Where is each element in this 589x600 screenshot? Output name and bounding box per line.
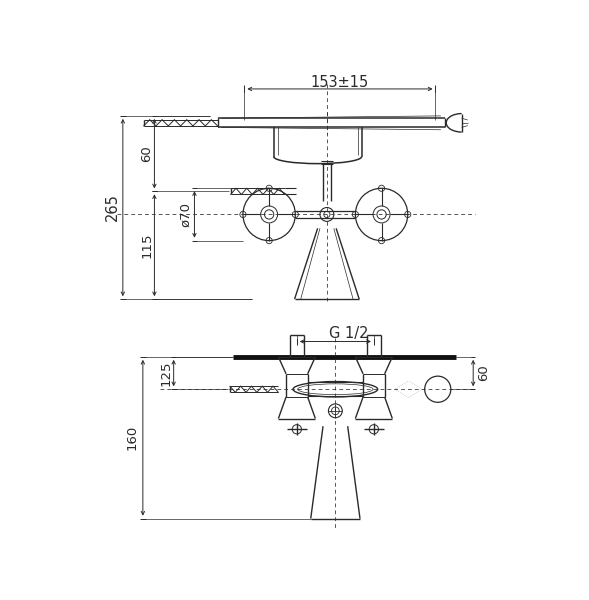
Polygon shape [396,382,421,397]
Text: ø70: ø70 [180,202,193,227]
Text: 153±15: 153±15 [311,74,369,89]
Polygon shape [355,397,392,419]
Text: 115: 115 [140,232,153,258]
Text: 60: 60 [477,365,489,382]
Text: 160: 160 [125,425,138,451]
Polygon shape [311,426,360,518]
Polygon shape [279,357,315,374]
Polygon shape [279,397,315,419]
Polygon shape [294,229,359,299]
Polygon shape [363,374,385,397]
Text: 125: 125 [160,361,173,386]
Polygon shape [355,357,392,374]
Polygon shape [286,374,307,397]
Text: 60: 60 [140,145,153,162]
Text: G 1/2: G 1/2 [329,326,369,341]
Text: 265: 265 [105,194,120,221]
